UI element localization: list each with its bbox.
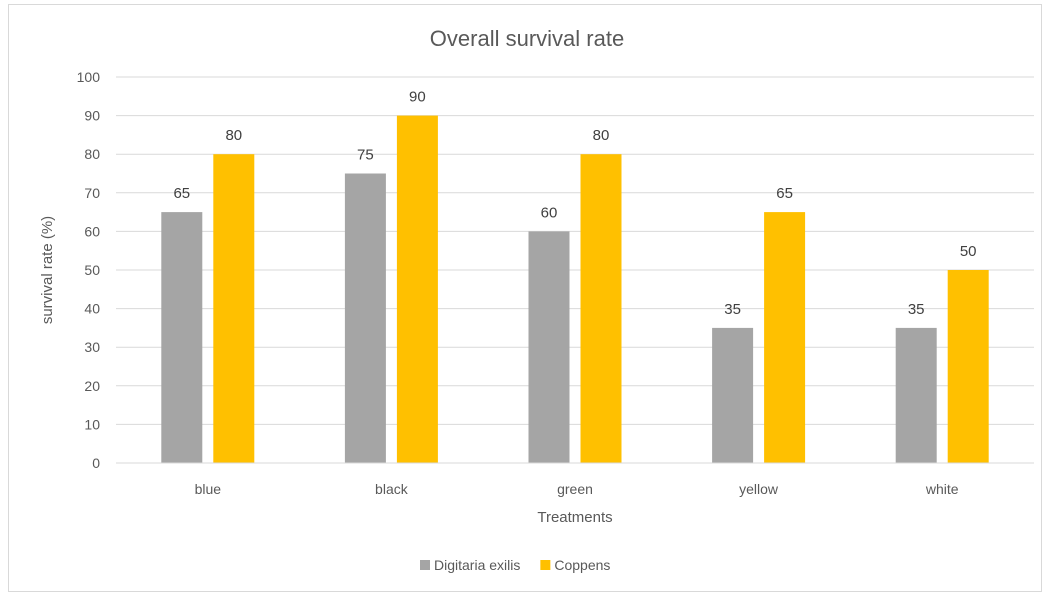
data-label: 50 [960, 243, 977, 260]
bars [161, 115, 989, 463]
bar-digitaria-exilis-green [528, 231, 570, 463]
y-axis-label: survival rate (%) [39, 216, 56, 324]
data-label: 80 [225, 127, 242, 144]
bar-coppens-blue [213, 154, 255, 463]
y-tick-label: 20 [84, 378, 100, 394]
gridlines [116, 76, 1034, 425]
y-tick-label: 70 [84, 185, 100, 201]
data-label: 35 [908, 301, 925, 318]
y-tick-label: 60 [84, 223, 100, 239]
data-label: 90 [409, 89, 426, 106]
y-tick-label: 90 [84, 108, 100, 124]
y-axis-ticks: 0 10 20 30 40 50 60 70 80 90 100 [77, 69, 101, 471]
chart-title: Overall survival rate [430, 26, 624, 51]
data-labels: 65 80 75 90 60 80 35 65 35 50 [173, 89, 976, 318]
data-label: 65 [776, 185, 793, 202]
data-label: 80 [593, 127, 610, 144]
y-tick-label: 80 [84, 146, 100, 162]
y-tick-label: 40 [84, 301, 100, 317]
legend-swatch-coppens [540, 560, 551, 570]
legend: Digitaria exilis Coppens [420, 557, 610, 573]
bar-coppens-white [947, 270, 989, 463]
bar-digitaria-exilis-yellow [712, 327, 754, 463]
legend-label-coppens: Coppens [554, 557, 610, 573]
x-tick-label-yellow: yellow [739, 481, 779, 497]
data-label: 60 [541, 204, 558, 221]
bar-coppens-green [580, 154, 622, 463]
bar-digitaria-exilis-white [895, 327, 937, 463]
bar-digitaria-exilis-black [344, 173, 386, 463]
x-tick-label-white: white [925, 481, 959, 497]
legend-label-digitaria-exilis: Digitaria exilis [434, 557, 520, 573]
x-axis-ticks: blue black green yellow white [195, 481, 959, 497]
x-axis-label: Treatments [537, 509, 612, 526]
bar-coppens-black [396, 115, 438, 463]
y-tick-label: 50 [84, 262, 100, 278]
legend-swatch-digitaria-exilis [420, 560, 430, 570]
bar-coppens-yellow [764, 212, 806, 463]
x-tick-label-green: green [557, 481, 593, 497]
x-tick-label-blue: blue [195, 481, 222, 497]
y-tick-label: 30 [84, 339, 100, 355]
y-tick-label: 100 [77, 69, 101, 85]
data-label: 75 [357, 147, 374, 164]
data-label: 35 [724, 301, 741, 318]
data-label: 65 [173, 185, 190, 202]
bar-digitaria-exilis-blue [161, 212, 203, 463]
y-tick-label: 0 [92, 455, 100, 471]
y-tick-label: 10 [84, 416, 100, 432]
x-tick-label-black: black [375, 481, 409, 497]
